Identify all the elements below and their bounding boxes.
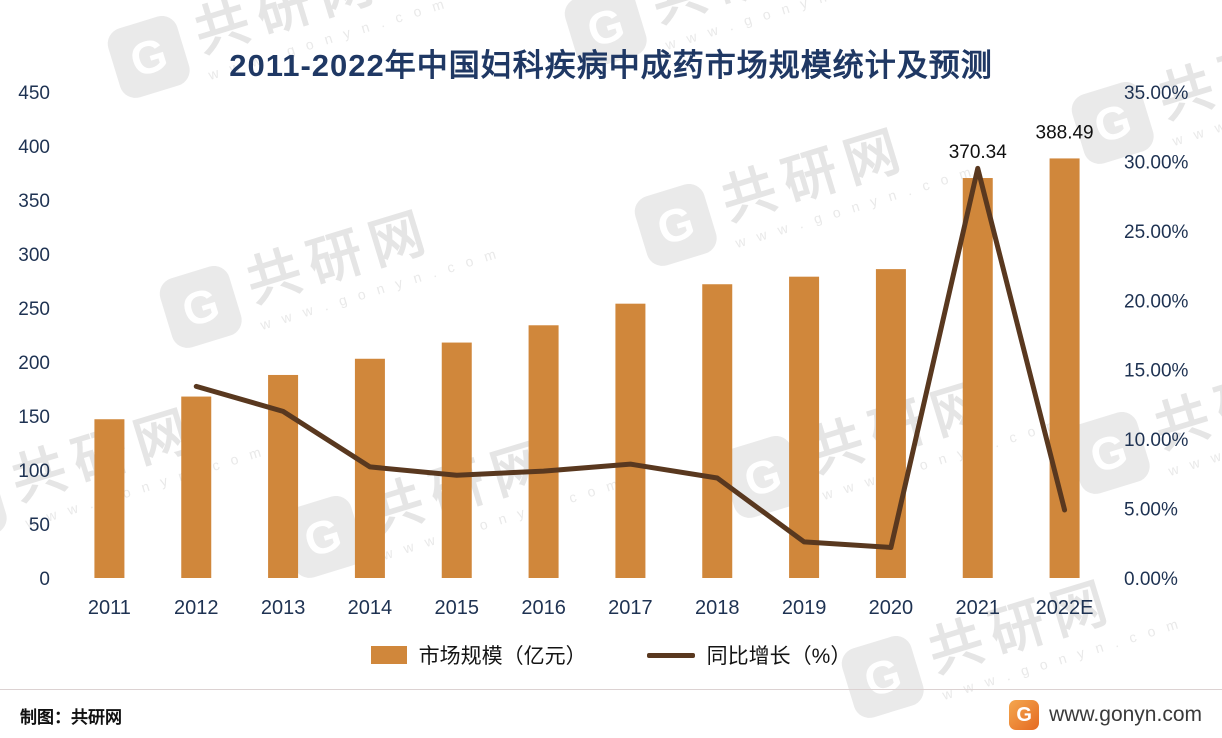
bar-2013 [268, 374, 299, 578]
credit-text: 制图：共研网 [20, 707, 122, 727]
left-axis-tick: 50 [29, 515, 50, 536]
x-axis-label: 2018 [695, 597, 740, 619]
x-axis-label: 2022E [1036, 597, 1094, 619]
right-axis-tick: 30.00% [1124, 152, 1189, 173]
bar-2011 [94, 419, 125, 578]
bar-2021 [962, 178, 993, 578]
bar-value-label: 370.34 [949, 142, 1008, 163]
x-axis-label: 2017 [608, 597, 653, 619]
x-axis-label: 2011 [88, 597, 131, 619]
right-axis-tick: 5.00% [1124, 500, 1178, 521]
left-axis-tick: 450 [18, 83, 50, 104]
left-axis-tick: 300 [18, 245, 50, 266]
bar-2017 [615, 303, 646, 578]
x-axis-label: 2020 [869, 597, 914, 619]
chart-title: 2011-2022年中国妇科疾病中成药市场规模统计及预测 [229, 48, 993, 83]
site-url-text: www.gonyn.com [1049, 703, 1202, 726]
bar-2015 [441, 342, 472, 578]
right-axis-tick: 25.00% [1124, 222, 1189, 243]
gonyn-logo-icon: G [1009, 700, 1040, 730]
right-axis-tick: 0.00% [1124, 569, 1178, 590]
bar-2022E [1049, 158, 1080, 579]
footer: 制图：共研网 G www.gonyn.com [0, 692, 1222, 738]
footer-divider [0, 689, 1222, 690]
left-axis-tick: 0 [39, 569, 50, 590]
right-axis-tick: 15.00% [1124, 361, 1189, 382]
left-axis-tick: 350 [18, 191, 50, 212]
bar-value-label: 388.49 [1036, 122, 1094, 143]
bar-2018 [702, 284, 733, 578]
x-axis-label: 2021 [956, 597, 1001, 619]
site-link[interactable]: G www.gonyn.com [1009, 700, 1202, 730]
x-axis-label: 2014 [348, 597, 393, 619]
bar-2019 [789, 276, 820, 578]
left-axis-tick: 100 [18, 461, 50, 482]
right-axis-tick: 20.00% [1124, 291, 1189, 312]
left-axis-tick: 150 [18, 407, 50, 428]
growth-line [193, 165, 1068, 550]
x-axis-label: 2012 [174, 597, 219, 619]
legend-bar-label: 市场规模（亿元） [418, 645, 587, 668]
bar-2012 [181, 396, 212, 578]
legend-line-label: 同比增长（%） [706, 645, 852, 668]
left-axis-tick: 200 [18, 353, 50, 374]
right-axis-tick: 35.00% [1124, 83, 1189, 104]
combo-chart: 450 400 350 300 250 200 150 100 50 0 35.00% 30.00% 2… [18, 83, 1189, 619]
legend-line-swatch-icon [646, 652, 695, 658]
x-axis-label: 2019 [782, 597, 827, 619]
left-axis-tick: 250 [18, 299, 50, 320]
legend-bar-swatch-icon [370, 646, 407, 664]
right-axis-tick: 10.00% [1124, 430, 1189, 451]
x-axis-label: 2013 [261, 597, 306, 619]
left-axis-tick: 400 [18, 137, 50, 158]
bar-2016 [528, 325, 559, 578]
x-axis-label: 2015 [435, 597, 480, 619]
chart-legend: 市场规模（亿元） 同比增长（%） [0, 640, 1222, 670]
bar-2020 [875, 269, 906, 578]
x-axis-label: 2016 [521, 597, 566, 619]
